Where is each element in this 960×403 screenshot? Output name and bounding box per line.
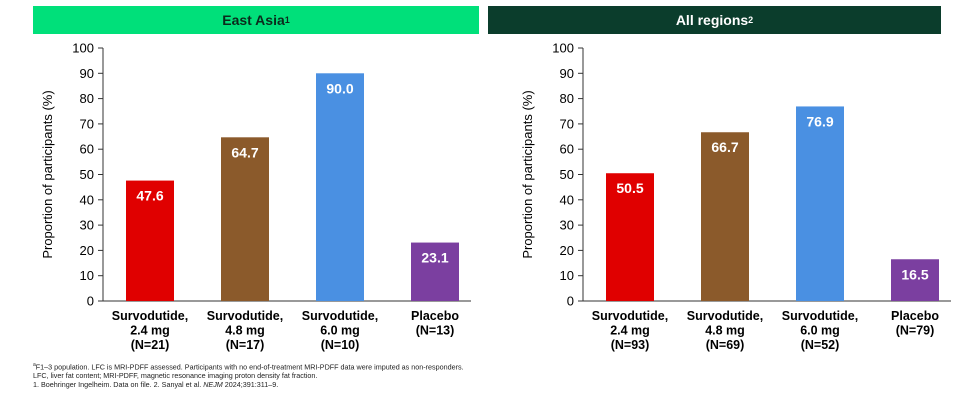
y-tick-label: 10 bbox=[80, 268, 94, 283]
y-tick-label: 60 bbox=[560, 142, 574, 157]
bar-value-label: 64.7 bbox=[231, 144, 258, 160]
y-tick-label: 40 bbox=[80, 192, 94, 207]
y-tick-label: 10 bbox=[560, 268, 574, 283]
panel-title: All regions bbox=[675, 12, 749, 28]
y-tick-label: 70 bbox=[80, 116, 94, 131]
x-category-label: Placebo bbox=[411, 309, 459, 323]
x-category-label: 4.8 mg bbox=[705, 324, 745, 338]
y-tick-label: 20 bbox=[560, 243, 574, 258]
y-tick-label: 50 bbox=[560, 167, 574, 182]
bar bbox=[221, 137, 269, 301]
bar-value-label: 76.9 bbox=[806, 113, 833, 129]
x-category-label: Survodutide, bbox=[207, 309, 283, 323]
x-category-label: (N=79) bbox=[896, 324, 935, 338]
y-axis-label: Proportion of participants (%) bbox=[40, 90, 55, 258]
y-tick-label: 0 bbox=[87, 294, 94, 309]
y-tick-label: 70 bbox=[560, 116, 574, 131]
x-category-label: (N=21) bbox=[131, 338, 170, 352]
x-category-label: Survodutide, bbox=[687, 309, 763, 323]
bar-value-label: 47.6 bbox=[136, 188, 163, 204]
y-tick-label: 40 bbox=[560, 192, 574, 207]
bar-value-label: 16.5 bbox=[901, 266, 928, 282]
footnote-line-3: 1. Boehringer Ingelheim. Data on file. 2… bbox=[33, 380, 279, 390]
bar bbox=[891, 259, 939, 301]
x-category-label: (N=52) bbox=[801, 338, 840, 352]
x-category-label: 2.4 mg bbox=[130, 324, 170, 338]
bar-value-label: 50.5 bbox=[616, 180, 643, 196]
bar-chart-east-asia: Proportion of participants (%) 0 10 20 30 40 5… bbox=[40, 41, 471, 352]
footnotes: aF1–3 population. LFC is MRI-PDFF assess… bbox=[33, 361, 933, 389]
y-tick-label: 50 bbox=[80, 167, 94, 182]
bar bbox=[606, 173, 654, 301]
y-tick-label: 30 bbox=[80, 218, 94, 233]
panel-header-east-asia: East Asia 1 bbox=[33, 6, 479, 34]
x-category-label: Survodutide, bbox=[782, 309, 858, 323]
footnote-line-2: LFC, liver fat content; MRI-PDFF, magnet… bbox=[33, 371, 318, 381]
bar bbox=[796, 106, 844, 302]
footnote-line-1: aF1–3 population. LFC is MRI-PDFF assess… bbox=[33, 362, 464, 372]
bar-value-label: 66.7 bbox=[711, 139, 738, 155]
y-tick-label: 80 bbox=[80, 91, 94, 106]
x-category-label: (N=10) bbox=[321, 338, 360, 352]
x-category-label: Survodutide, bbox=[112, 309, 188, 323]
x-category-label: 6.0 mg bbox=[320, 324, 360, 338]
x-category-label: (N=69) bbox=[706, 338, 745, 352]
y-tick-label: 0 bbox=[567, 294, 574, 309]
x-category-label: 4.8 mg bbox=[225, 324, 265, 338]
y-tick-label: 20 bbox=[80, 243, 94, 258]
x-category-label: Survodutide, bbox=[592, 309, 668, 323]
y-tick-label: 60 bbox=[80, 142, 94, 157]
bar-value-label: 23.1 bbox=[421, 250, 448, 266]
x-category-label: (N=93) bbox=[611, 338, 650, 352]
y-tick-label: 90 bbox=[560, 66, 574, 81]
x-category-label: (N=17) bbox=[226, 338, 265, 352]
y-axis-label: Proportion of participants (%) bbox=[520, 90, 535, 258]
bar bbox=[411, 242, 459, 301]
x-category-label: 6.0 mg bbox=[800, 324, 840, 338]
bar bbox=[316, 73, 364, 301]
panel-title: East Asia bbox=[222, 12, 285, 28]
y-tick-label: 100 bbox=[552, 41, 574, 56]
bar bbox=[126, 180, 174, 301]
y-tick-label: 100 bbox=[72, 41, 94, 56]
panel-header-all-regions: All regions 2 bbox=[488, 6, 941, 34]
x-category-label: Placebo bbox=[891, 309, 939, 323]
bar bbox=[701, 132, 749, 301]
x-category-label: (N=13) bbox=[416, 324, 455, 338]
x-category-label: Survodutide, bbox=[302, 309, 378, 323]
y-tick-label: 30 bbox=[560, 218, 574, 233]
y-tick-label: 90 bbox=[80, 66, 94, 81]
x-category-label: 2.4 mg bbox=[610, 324, 650, 338]
bar-value-label: 90.0 bbox=[326, 80, 353, 96]
bar-chart-all-regions: Proportion of participants (%) 0 10 20 30 40 5… bbox=[520, 41, 951, 352]
y-tick-label: 80 bbox=[560, 91, 574, 106]
